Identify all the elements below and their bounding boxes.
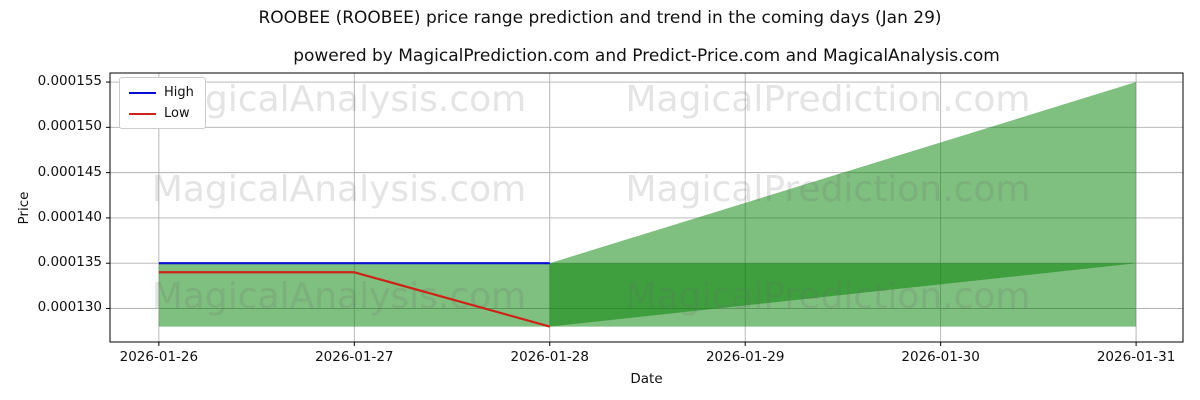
- high-line-icon: [129, 91, 156, 94]
- legend-label-high: High: [164, 85, 194, 100]
- y-tick-label: 0.000145: [37, 163, 102, 180]
- y-tick-label: 0.000130: [37, 299, 102, 316]
- legend: High Low: [119, 77, 206, 129]
- watermark-text: MagicalPrediction.com: [625, 79, 1031, 120]
- x-tick-label: 2026-01-29: [705, 349, 785, 365]
- x-axis-label: Date: [630, 371, 663, 387]
- chart-subtitle: powered by MagicalPrediction.com and Pre…: [293, 46, 1000, 66]
- legend-label-low: Low: [164, 106, 190, 121]
- legend-item-high: High: [129, 85, 194, 100]
- x-tick-label: 2026-01-30: [901, 349, 980, 365]
- watermark-text: MagicalAnalysis.com: [151, 276, 527, 317]
- y-tick-label: 0.000135: [37, 254, 102, 271]
- chart-title: ROOBEE (ROOBEE) price range prediction a…: [258, 8, 942, 28]
- watermark-text: MagicalAnalysis.com: [151, 169, 527, 210]
- x-tick-label: 2026-01-28: [510, 349, 589, 365]
- x-tick-label: 2026-01-31: [1096, 349, 1176, 365]
- low-line-icon: [129, 112, 156, 115]
- watermark-text: MagicalPrediction.com: [625, 276, 1031, 317]
- x-tick-label: 2026-01-27: [315, 349, 394, 365]
- watermark-text: MagicalAnalysis.com: [151, 79, 527, 120]
- y-tick-label: 0.000140: [37, 208, 102, 225]
- watermark-text: MagicalPrediction.com: [625, 169, 1031, 210]
- x-tick-label: 2026-01-26: [119, 349, 199, 365]
- y-tick-label: 0.000150: [37, 118, 102, 135]
- y-tick-label: 0.000155: [37, 73, 102, 90]
- legend-item-low: Low: [129, 106, 194, 121]
